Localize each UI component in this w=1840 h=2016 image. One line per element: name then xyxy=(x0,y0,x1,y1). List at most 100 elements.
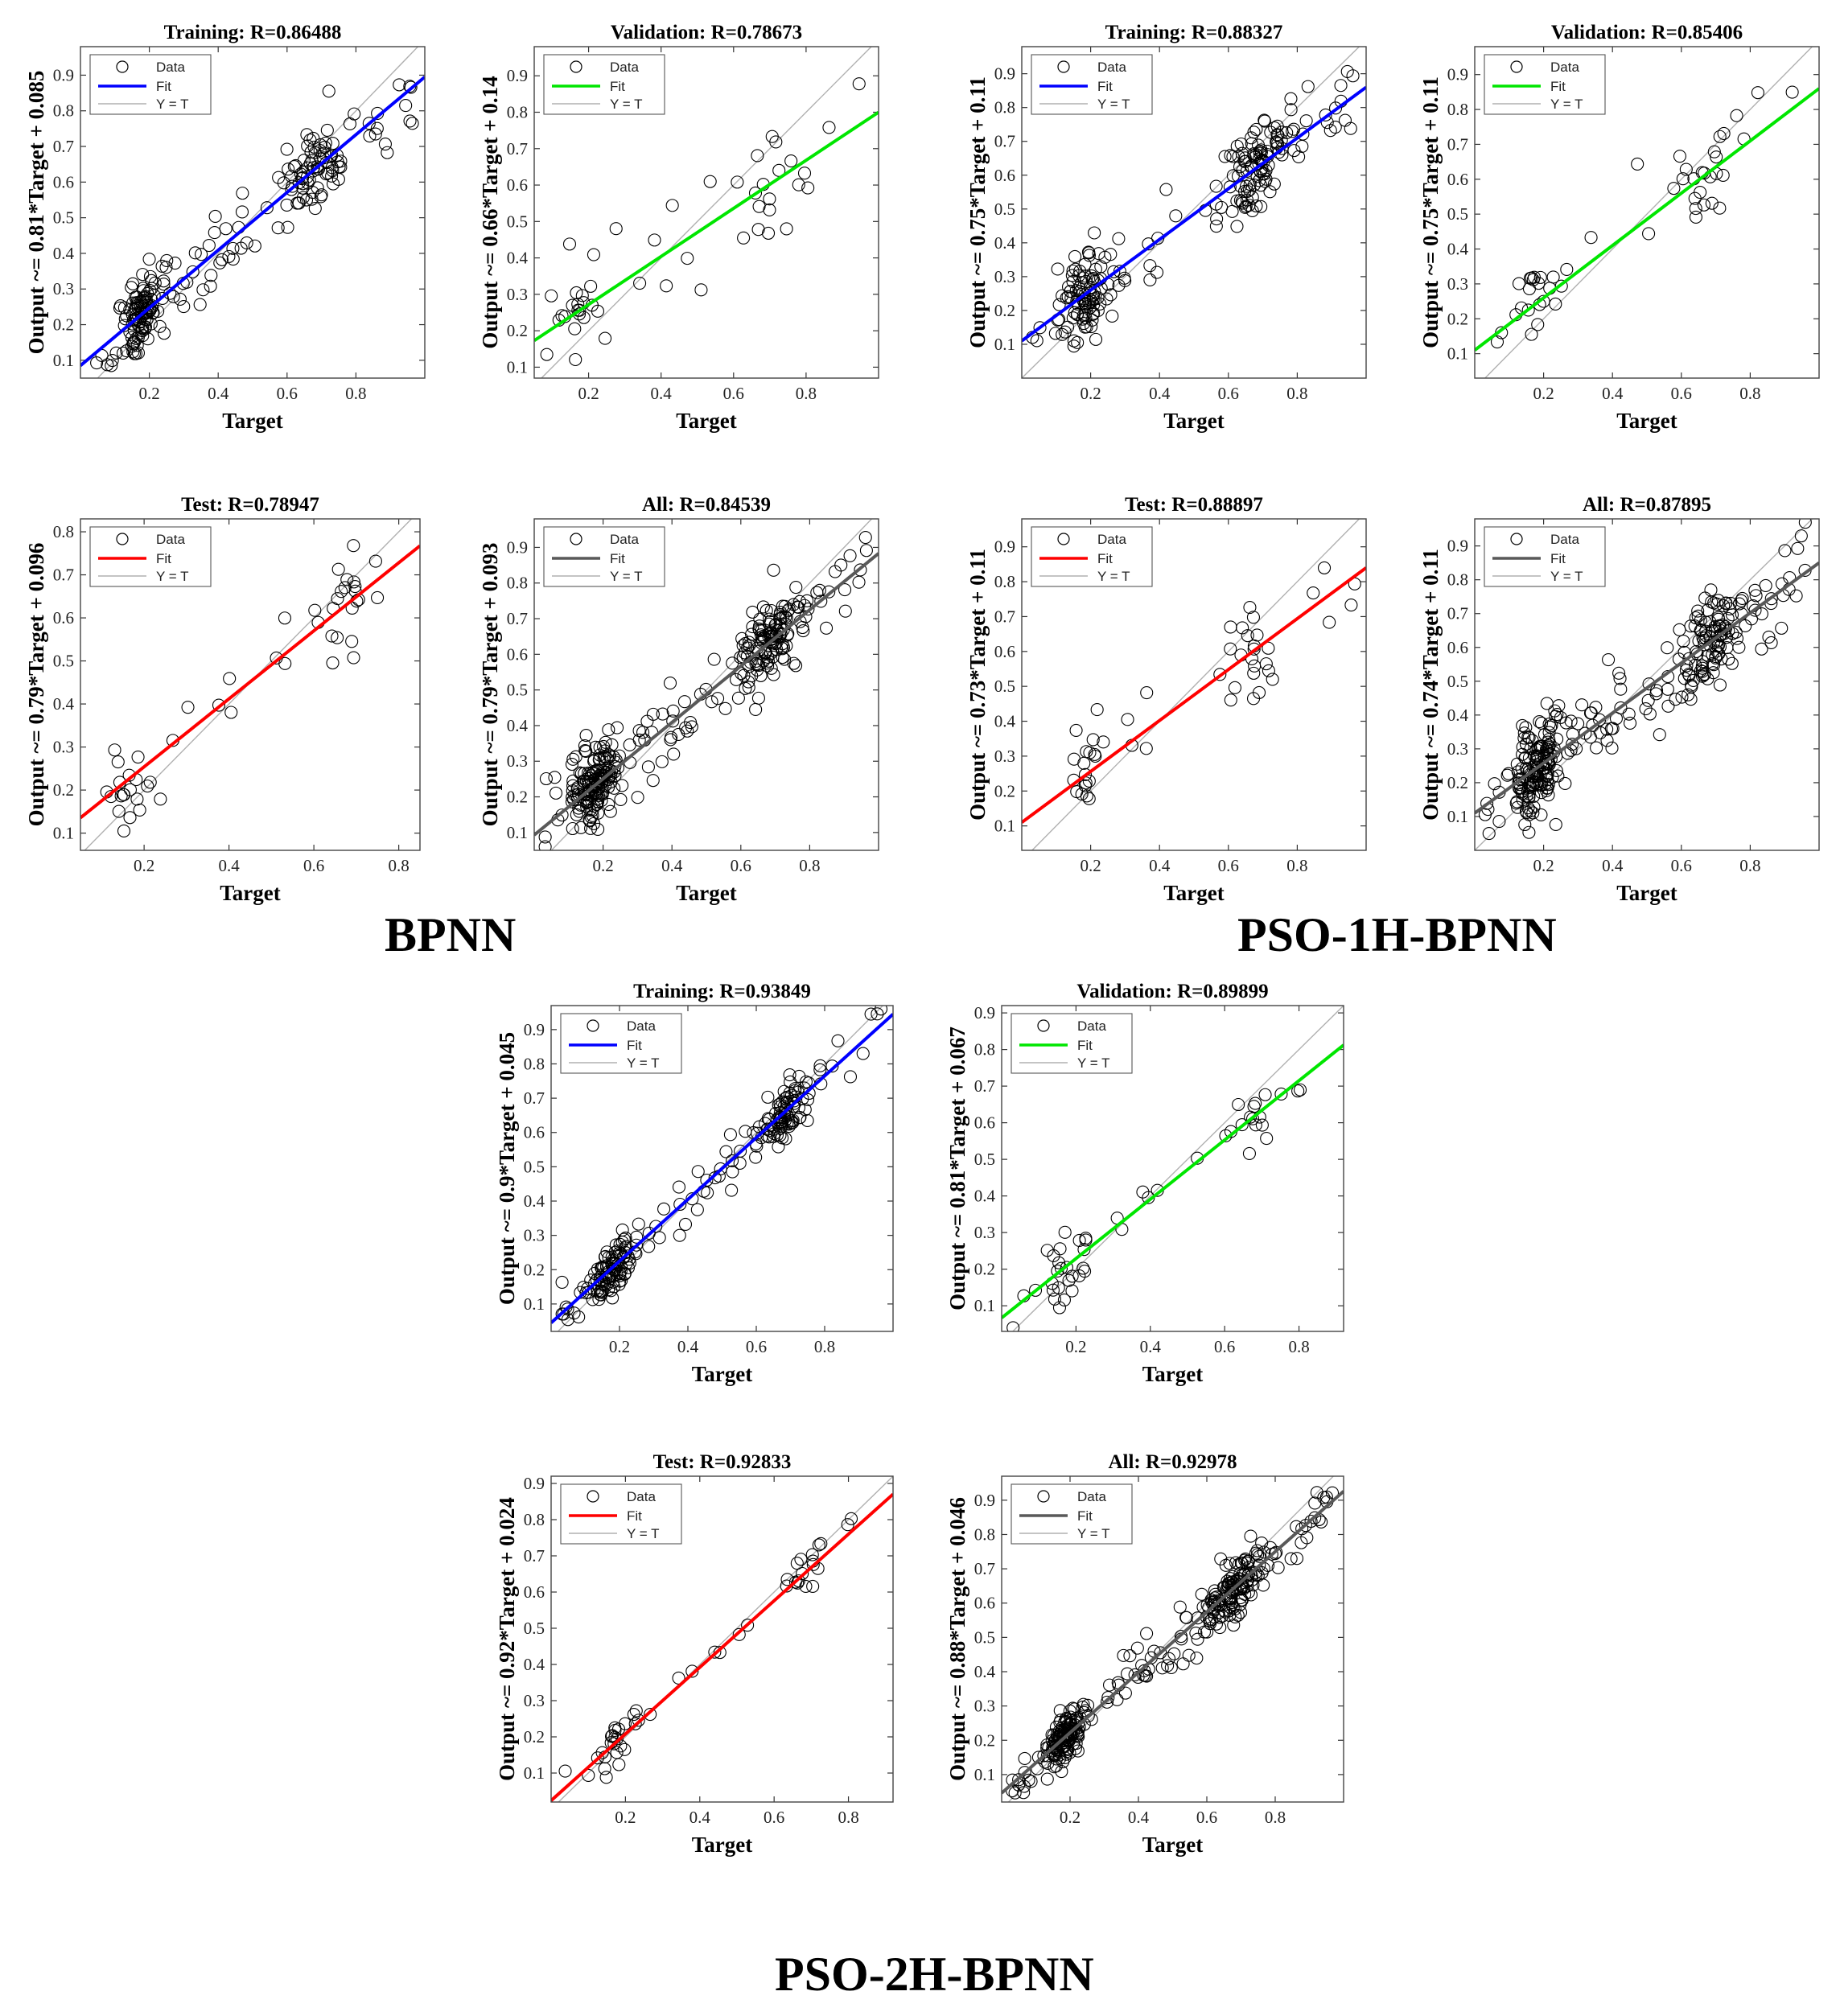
y-tick-label: 0.6 xyxy=(974,1113,995,1133)
data-point xyxy=(753,623,767,637)
data-point xyxy=(1590,741,1603,755)
data-point xyxy=(1525,327,1538,341)
data-point xyxy=(793,595,807,608)
data-point xyxy=(1048,327,1062,340)
data-point xyxy=(1235,195,1249,208)
y-tick-label: 0.4 xyxy=(974,1662,996,1681)
data-point xyxy=(582,794,596,808)
data-point xyxy=(1614,701,1628,715)
x-tick-label: 0.2 xyxy=(1533,856,1554,875)
data-point xyxy=(159,261,173,274)
data-point xyxy=(1340,64,1354,78)
y-tick-label: 0.3 xyxy=(507,751,528,771)
y-tick-label: 0.6 xyxy=(53,608,74,627)
x-tick-label: 0.8 xyxy=(1739,856,1760,875)
data-point xyxy=(1689,210,1702,224)
fit-line xyxy=(1475,562,1819,815)
y-tick-label: 0.8 xyxy=(974,1040,995,1059)
data-point xyxy=(282,163,295,176)
legend-label-data: Data xyxy=(610,532,639,547)
data-point xyxy=(1292,150,1306,163)
x-tick-label: 0.4 xyxy=(1149,856,1171,875)
data-point xyxy=(1077,1243,1091,1257)
data-point xyxy=(1101,1691,1115,1705)
data-point xyxy=(1713,619,1727,633)
legend-label-identity: Y = T xyxy=(1097,569,1130,584)
data-point xyxy=(796,620,809,635)
y-tick-label: 0.1 xyxy=(53,351,74,370)
data-point xyxy=(568,322,582,335)
data-point xyxy=(1513,773,1527,787)
y-tick-label: 0.8 xyxy=(507,102,528,121)
data-point xyxy=(1679,163,1693,176)
y-tick-label: 0.5 xyxy=(994,200,1015,219)
legend-marker-data xyxy=(587,1490,599,1503)
legend-label-fit: Fit xyxy=(627,1508,642,1524)
data-point xyxy=(1065,1269,1079,1283)
data-point xyxy=(111,755,125,769)
data-point xyxy=(632,1217,645,1231)
y-tick-label: 0.9 xyxy=(994,537,1015,557)
y-tick-label: 0.9 xyxy=(994,64,1015,84)
y-tick-label: 0.9 xyxy=(974,1491,995,1510)
data-point xyxy=(844,1512,858,1525)
data-point xyxy=(1232,1097,1245,1112)
data-point xyxy=(338,581,352,595)
x-tick-label: 0.4 xyxy=(208,384,229,403)
data-point xyxy=(633,276,647,290)
data-point xyxy=(1191,1632,1204,1646)
data-point xyxy=(784,154,798,168)
data-point xyxy=(157,278,171,291)
data-point xyxy=(117,788,131,801)
data-point xyxy=(1631,157,1644,171)
x-tick-label: 0.6 xyxy=(1671,856,1692,875)
data-point xyxy=(1227,1619,1241,1632)
data-point xyxy=(90,356,104,370)
data-point xyxy=(1684,693,1698,706)
y-tick-label: 0.9 xyxy=(507,66,528,85)
plot-frame xyxy=(80,518,421,851)
group-label-pso-1h-bpnn: PSO-1H-BPNN xyxy=(1237,908,1557,961)
plot-frame xyxy=(533,518,879,851)
x-axis-label: Target xyxy=(1616,881,1677,905)
x-tick-label: 0.2 xyxy=(1080,856,1101,875)
data-point xyxy=(788,1084,802,1097)
data-point xyxy=(1267,177,1281,191)
data-point xyxy=(219,222,233,236)
data-point xyxy=(569,352,582,367)
data-point xyxy=(1518,817,1532,832)
data-point xyxy=(1749,589,1763,603)
data-point xyxy=(1501,767,1515,780)
data-point xyxy=(1692,634,1706,648)
legend-box xyxy=(1011,1483,1133,1545)
data-point xyxy=(1706,624,1719,638)
data-point xyxy=(579,744,593,758)
data-point xyxy=(204,269,218,282)
data-point xyxy=(838,604,852,618)
data-point xyxy=(1325,1486,1340,1500)
data-point xyxy=(1707,145,1721,158)
data-point xyxy=(746,620,759,634)
plot-title: Test: R=0.78947 xyxy=(181,494,319,516)
data-point xyxy=(368,127,382,141)
data-point xyxy=(177,299,191,314)
data-point xyxy=(1140,1669,1154,1683)
data-point xyxy=(1317,561,1332,574)
legend-label-identity: Y = T xyxy=(627,1055,659,1071)
legend: Data Fit Y = T xyxy=(1031,526,1153,587)
data-point xyxy=(1521,781,1536,795)
y-tick-label: 0.6 xyxy=(524,1123,545,1142)
data-point xyxy=(805,1548,819,1561)
y-tick-label: 0.9 xyxy=(1447,65,1468,84)
data-point xyxy=(1571,717,1585,730)
data-point xyxy=(281,220,294,234)
x-tick-label: 0.2 xyxy=(1533,384,1554,403)
data-point xyxy=(732,1627,746,1641)
legend-label-data: Data xyxy=(1550,532,1579,547)
data-point xyxy=(1078,767,1093,781)
data-point xyxy=(334,154,348,168)
data-point xyxy=(1764,592,1778,606)
y-tick-label: 0.2 xyxy=(974,1730,995,1750)
plot-title: All: R=0.87895 xyxy=(1583,494,1711,516)
fit-line xyxy=(534,552,879,837)
